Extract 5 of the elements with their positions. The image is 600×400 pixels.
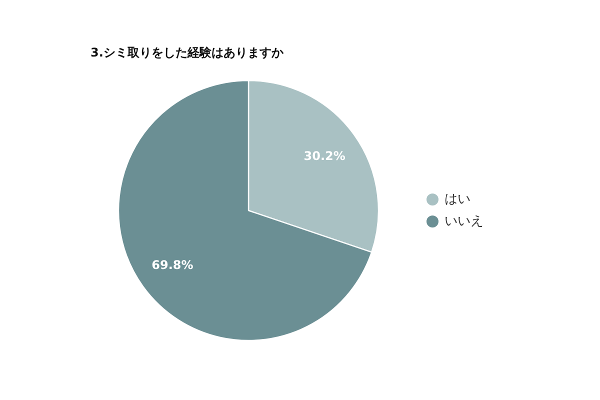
data-label: 69.8% — [152, 258, 194, 272]
data-label: 30.2% — [304, 148, 346, 163]
legend-label: はい — [444, 192, 470, 207]
chart-title: 3.シミ取りをした経験はありますか — [90, 46, 284, 60]
legend-label: いいえ — [444, 214, 484, 229]
